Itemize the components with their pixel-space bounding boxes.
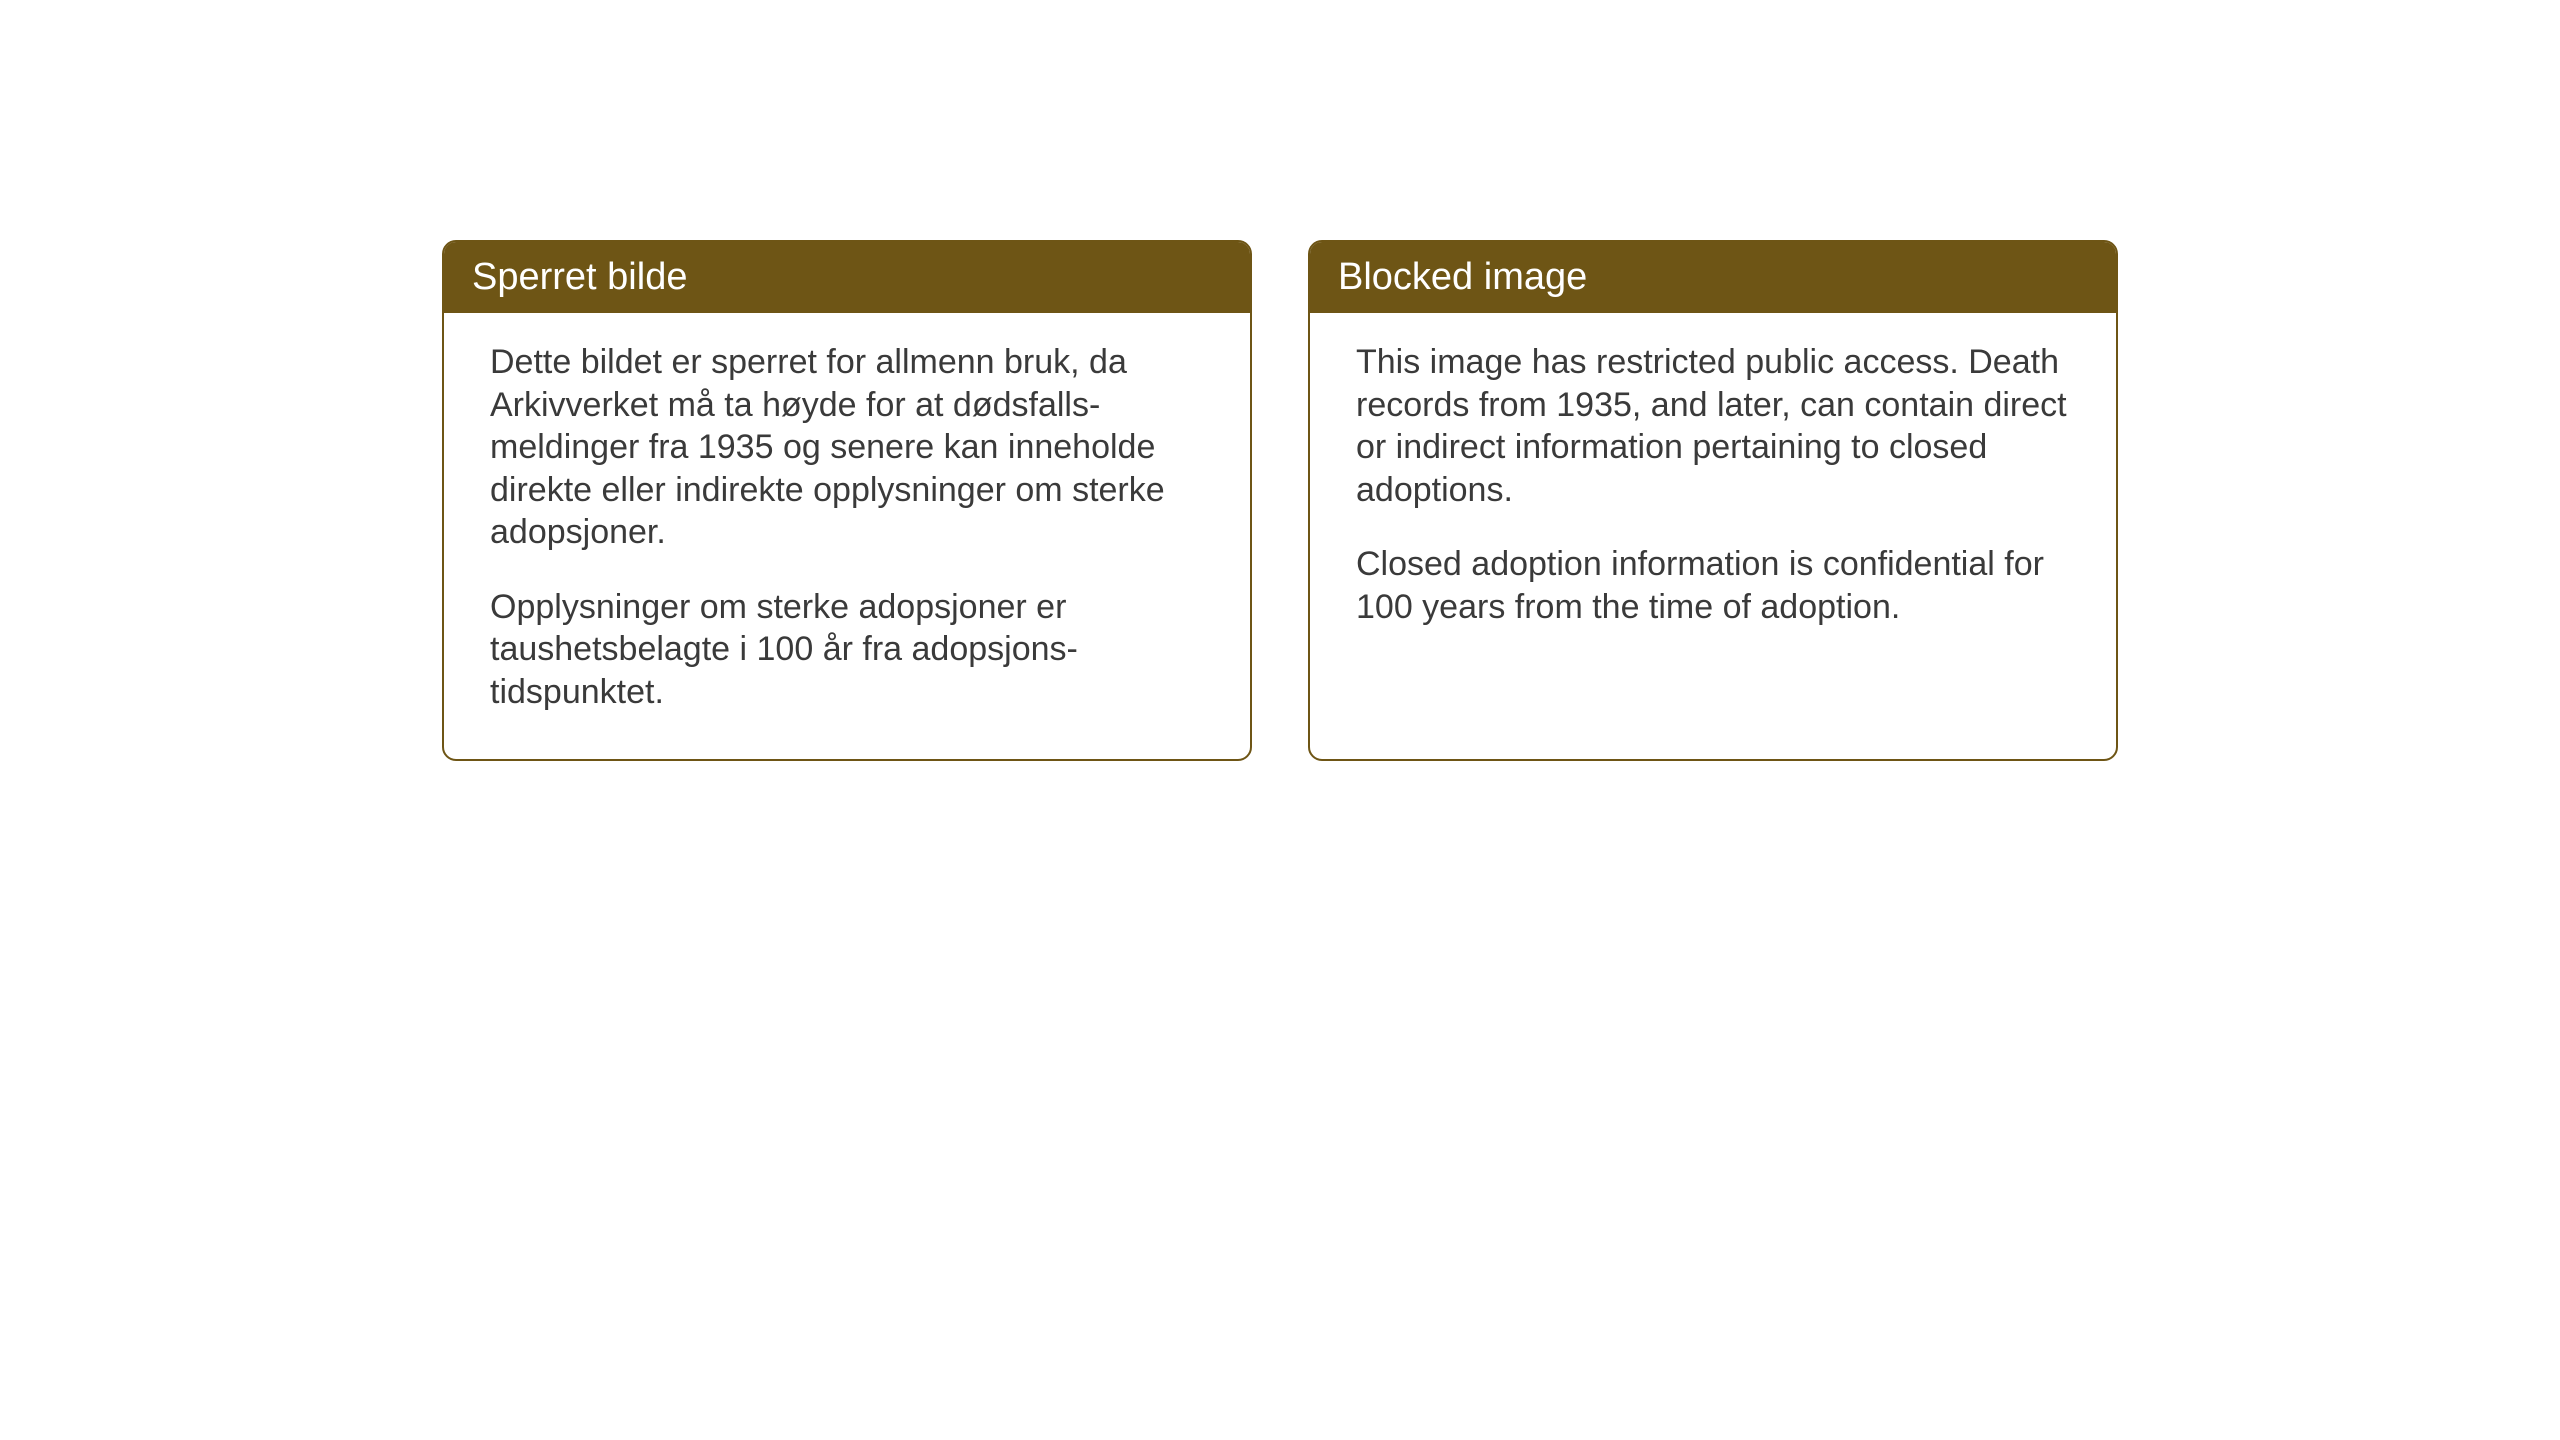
english-card-title: Blocked image [1310,242,2116,313]
norwegian-paragraph-2: Opplysninger om sterke adopsjoner er tau… [490,586,1204,714]
english-paragraph-1: This image has restricted public access.… [1356,341,2070,511]
english-card-body: This image has restricted public access.… [1310,313,2116,674]
notice-container: Sperret bilde Dette bildet er sperret fo… [442,240,2118,761]
norwegian-card-body: Dette bildet er sperret for allmenn bruk… [444,313,1250,759]
norwegian-paragraph-1: Dette bildet er sperret for allmenn bruk… [490,341,1204,554]
english-notice-card: Blocked image This image has restricted … [1308,240,2118,761]
norwegian-notice-card: Sperret bilde Dette bildet er sperret fo… [442,240,1252,761]
norwegian-card-title: Sperret bilde [444,242,1250,313]
english-paragraph-2: Closed adoption information is confident… [1356,543,2070,628]
